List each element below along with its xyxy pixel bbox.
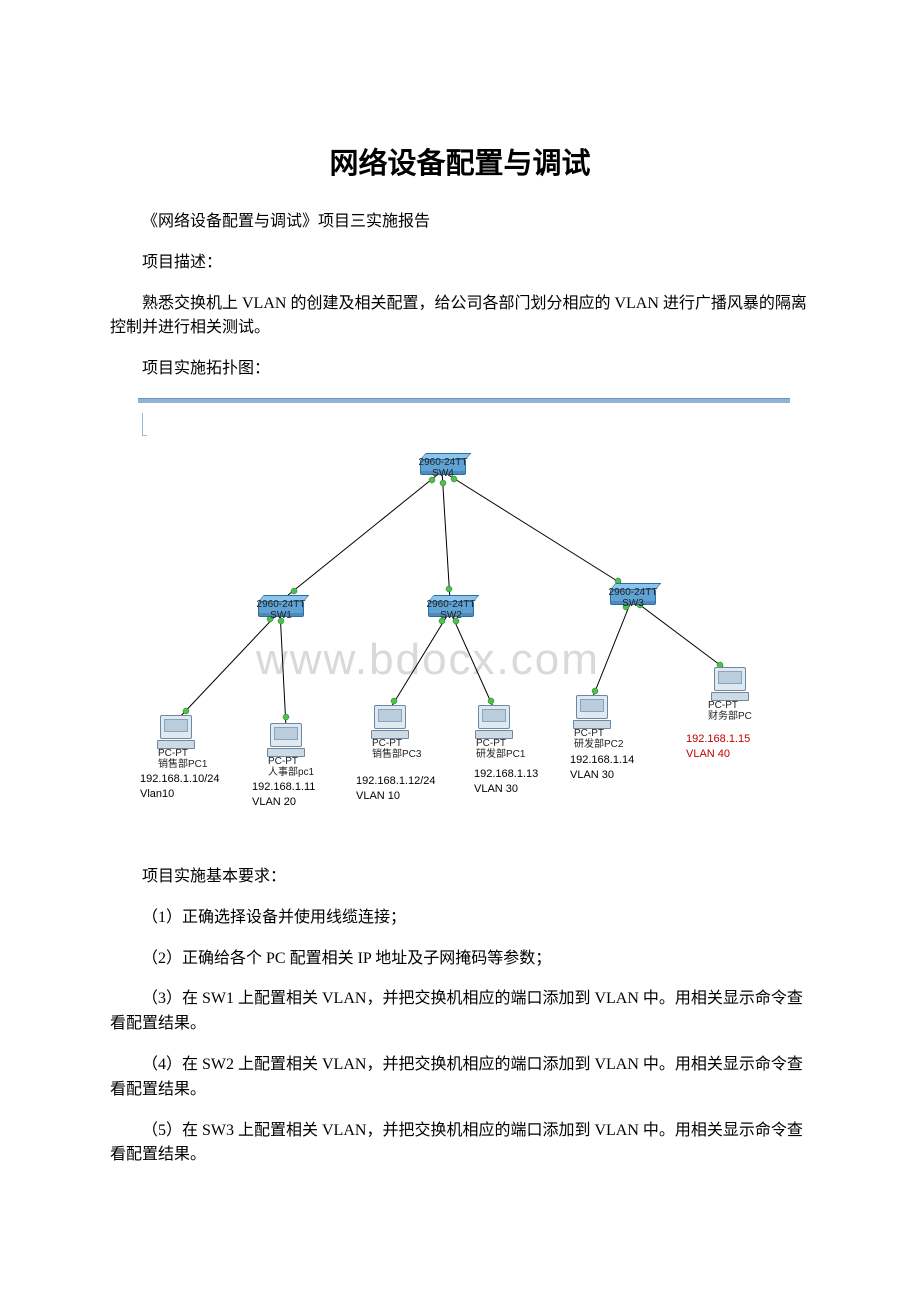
pc-type: PC-PT — [476, 738, 506, 749]
link — [632, 599, 728, 671]
requirement-5: （5）在 SW3 上配置相关 VLAN，并把交换机相应的端口添加到 VLAN 中… — [110, 1119, 810, 1169]
switch-label-sw2: 2960-24TT SW2 — [418, 599, 484, 621]
ip-text: 192.168.1.11 — [252, 781, 315, 793]
requirement-3: （3）在 SW1 上配置相关 VLAN，并把交换机相应的端口添加到 VLAN 中… — [110, 987, 810, 1037]
link-dot — [446, 586, 452, 592]
pc-type: PC-PT — [708, 700, 738, 711]
pc-label: PC-PT 财务部PC — [708, 700, 752, 723]
vlan-text: VLAN 40 — [686, 748, 730, 760]
pc-sales-3 — [370, 705, 410, 739]
switch-label-sw3: 2960-24TT SW3 — [600, 587, 666, 609]
link-dot — [183, 708, 189, 714]
pc-ip: 192.168.1.11 VLAN 20 — [252, 780, 315, 810]
pc-icon — [576, 695, 608, 719]
pc-icon — [270, 723, 302, 747]
ip-text: 192.168.1.10/24 — [140, 773, 220, 785]
pc-label: PC-PT 销售部PC1 — [158, 748, 207, 771]
document-page: 网络设备配置与调试 《网络设备配置与调试》项目三实施报告 项目描述： 熟悉交换机… — [0, 0, 920, 1264]
ip-text: 192.168.1.12/24 — [356, 775, 436, 787]
pc-hr-1 — [266, 723, 306, 757]
vlan-text: VLAN 30 — [474, 783, 518, 795]
link — [592, 599, 632, 699]
switch-model: 2960-24TT — [609, 587, 658, 598]
vlan-text: VLAN 10 — [356, 790, 400, 802]
switch-name: SW1 — [270, 610, 292, 621]
paragraph-desc: 熟悉交换机上 VLAN 的创建及相关配置，给公司各部门划分相应的 VLAN 进行… — [110, 292, 810, 342]
pc-type: PC-PT — [158, 748, 188, 759]
switch-label-sw4: 2960-24TT SW4 — [410, 457, 476, 479]
pc-ip: 192.168.1.13 VLAN 30 — [474, 767, 538, 797]
pc-label: PC-PT 研发部PC1 — [476, 738, 525, 761]
pc-label: PC-PT 销售部PC3 — [372, 738, 421, 761]
pc-name: 研发部PC1 — [476, 749, 525, 760]
ip-text: 192.168.1.15 — [686, 733, 750, 745]
link-dot — [488, 698, 494, 704]
vlan-text: VLAN 30 — [570, 769, 614, 781]
paragraph-desc-label: 项目描述： — [110, 251, 810, 276]
link — [450, 611, 494, 709]
link — [442, 471, 450, 600]
pc-finance — [710, 667, 750, 701]
paragraph-report: 《网络设备配置与调试》项目三实施报告 — [110, 210, 810, 235]
paragraph-req-label: 项目实施基本要求： — [110, 865, 810, 890]
paragraph-topo-label: 项目实施拓扑图： — [110, 357, 810, 382]
switch-name: SW3 — [622, 598, 644, 609]
pc-ip: 192.168.1.12/24 VLAN 10 — [356, 774, 436, 804]
ip-text: 192.168.1.13 — [474, 768, 538, 780]
network-topology: www.bdocx.com — [138, 405, 790, 825]
pc-icon — [160, 715, 192, 739]
link-dot — [291, 588, 297, 594]
topology-figure: www.bdocx.com — [138, 398, 790, 825]
pc-label: PC-PT 人事部pc1 — [268, 756, 314, 779]
pc-ip: 192.168.1.14 VLAN 30 — [570, 753, 634, 783]
requirement-1: （1）正确选择设备并使用线缆连接； — [110, 906, 810, 931]
pc-icon — [374, 705, 406, 729]
pc-name: 研发部PC2 — [574, 739, 623, 750]
link — [178, 611, 280, 719]
vlan-text: VLAN 20 — [252, 796, 296, 808]
link — [442, 471, 630, 589]
pc-label: PC-PT 研发部PC2 — [574, 728, 623, 751]
ip-text: 192.168.1.14 — [570, 754, 634, 766]
pc-rd-2 — [572, 695, 612, 729]
switch-name: SW2 — [440, 610, 462, 621]
switch-label-sw1: 2960-24TT SW1 — [248, 599, 314, 621]
requirement-2: （2）正确给各个 PC 配置相关 IP 地址及子网掩码等参数； — [110, 947, 810, 972]
pc-name: 销售部PC3 — [372, 749, 421, 760]
link-dot — [440, 480, 446, 486]
pc-type: PC-PT — [574, 728, 604, 739]
page-title: 网络设备配置与调试 — [110, 140, 810, 182]
pc-sales-1 — [156, 715, 196, 749]
link — [390, 611, 450, 709]
pc-ip: 192.168.1.10/24 Vlan10 — [140, 772, 220, 802]
link-dot — [391, 698, 397, 704]
link-dot — [592, 688, 598, 694]
link — [280, 611, 286, 727]
requirement-4: （4）在 SW2 上配置相关 VLAN，并把交换机相应的端口添加到 VLAN 中… — [110, 1053, 810, 1103]
pc-name: 财务部PC — [708, 711, 752, 722]
pc-icon — [478, 705, 510, 729]
pc-type: PC-PT — [372, 738, 402, 749]
pc-name: 销售部PC1 — [158, 759, 207, 770]
switch-model: 2960-24TT — [257, 599, 306, 610]
switch-model: 2960-24TT — [427, 599, 476, 610]
pc-icon — [714, 667, 746, 691]
switch-model: 2960-24TT — [419, 457, 468, 468]
pc-rd-1 — [474, 705, 514, 739]
pc-ip: 192.168.1.15 VLAN 40 — [686, 732, 750, 762]
switch-name: SW4 — [432, 468, 454, 479]
pc-type: PC-PT — [268, 756, 298, 767]
vlan-text: Vlan10 — [140, 788, 174, 800]
link — [282, 471, 442, 600]
pc-name: 人事部pc1 — [268, 767, 314, 778]
link-dot — [283, 714, 289, 720]
